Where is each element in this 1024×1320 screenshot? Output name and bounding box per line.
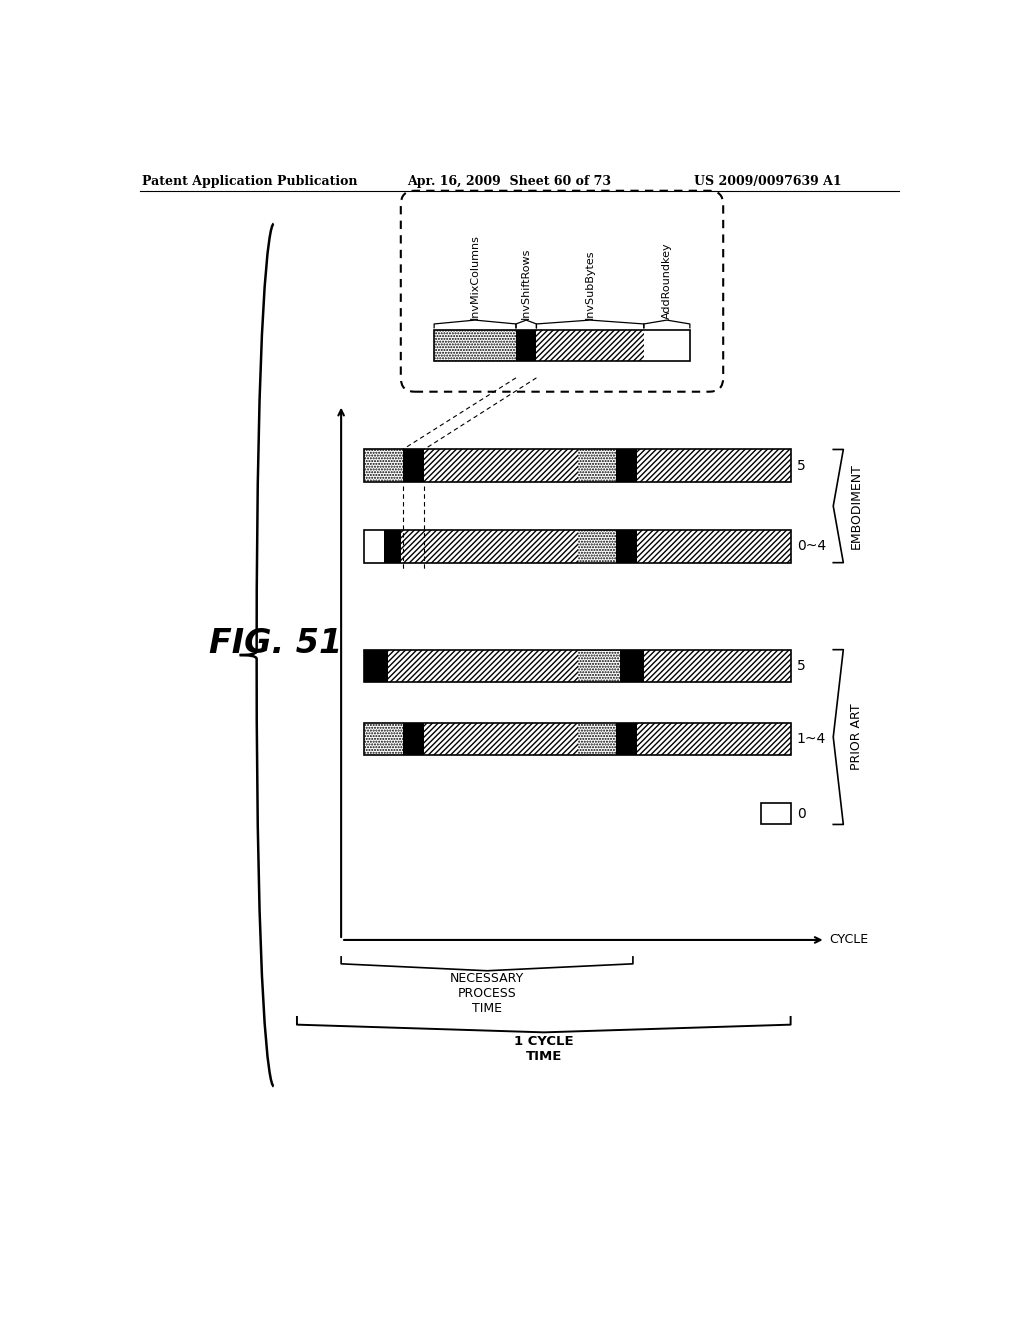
Text: PRIOR ART: PRIOR ART [850, 704, 862, 771]
Text: US 2009/0097639 A1: US 2009/0097639 A1 [693, 176, 842, 189]
Text: 5: 5 [797, 659, 806, 673]
Bar [402, 723, 424, 755]
Bar [578, 723, 615, 755]
Bar [365, 531, 384, 562]
Bar [424, 723, 578, 755]
Text: 0~4: 0~4 [797, 540, 826, 553]
Text: 1~4: 1~4 [797, 733, 826, 746]
Bar [434, 330, 690, 360]
Bar [365, 450, 402, 482]
Bar [578, 531, 615, 562]
Bar [637, 531, 791, 562]
Bar [384, 531, 400, 562]
Bar [365, 723, 402, 755]
Bar [615, 723, 637, 755]
Text: Patent Application Publication: Patent Application Publication [142, 176, 357, 189]
FancyBboxPatch shape [400, 191, 723, 392]
Bar [537, 330, 644, 360]
Bar [615, 450, 637, 482]
Text: AddRoundkey: AddRoundkey [662, 242, 672, 318]
Bar [365, 649, 388, 682]
Text: CYCLE: CYCLE [829, 933, 868, 946]
Bar [516, 330, 537, 360]
Text: FIG. 51: FIG. 51 [209, 627, 343, 660]
Bar [365, 531, 791, 562]
Bar [637, 450, 791, 482]
Bar [615, 531, 637, 562]
Text: EMBODIMENT: EMBODIMENT [850, 463, 862, 549]
Text: NECESSARY
PROCESS
TIME: NECESSARY PROCESS TIME [450, 973, 524, 1015]
Bar [578, 450, 615, 482]
Text: 0: 0 [797, 807, 806, 821]
Bar [434, 330, 516, 360]
Text: InvSubBytes: InvSubBytes [585, 249, 595, 318]
Text: InvShiftRows: InvShiftRows [521, 247, 531, 318]
Bar [424, 450, 578, 482]
Bar [365, 723, 791, 755]
Bar [388, 649, 578, 682]
Bar [400, 531, 578, 562]
Bar [402, 450, 424, 482]
Bar [365, 649, 791, 682]
Bar [643, 649, 791, 682]
Text: InvMixColumns: InvMixColumns [470, 234, 480, 318]
Bar [637, 723, 791, 755]
Bar [365, 450, 791, 482]
Text: 5: 5 [797, 458, 806, 473]
Text: 1 CYCLE
TIME: 1 CYCLE TIME [514, 1035, 573, 1063]
Bar [578, 649, 621, 682]
Bar [761, 803, 791, 825]
Bar [621, 649, 643, 682]
Text: Apr. 16, 2009  Sheet 60 of 73: Apr. 16, 2009 Sheet 60 of 73 [407, 176, 611, 189]
Bar [644, 330, 690, 360]
